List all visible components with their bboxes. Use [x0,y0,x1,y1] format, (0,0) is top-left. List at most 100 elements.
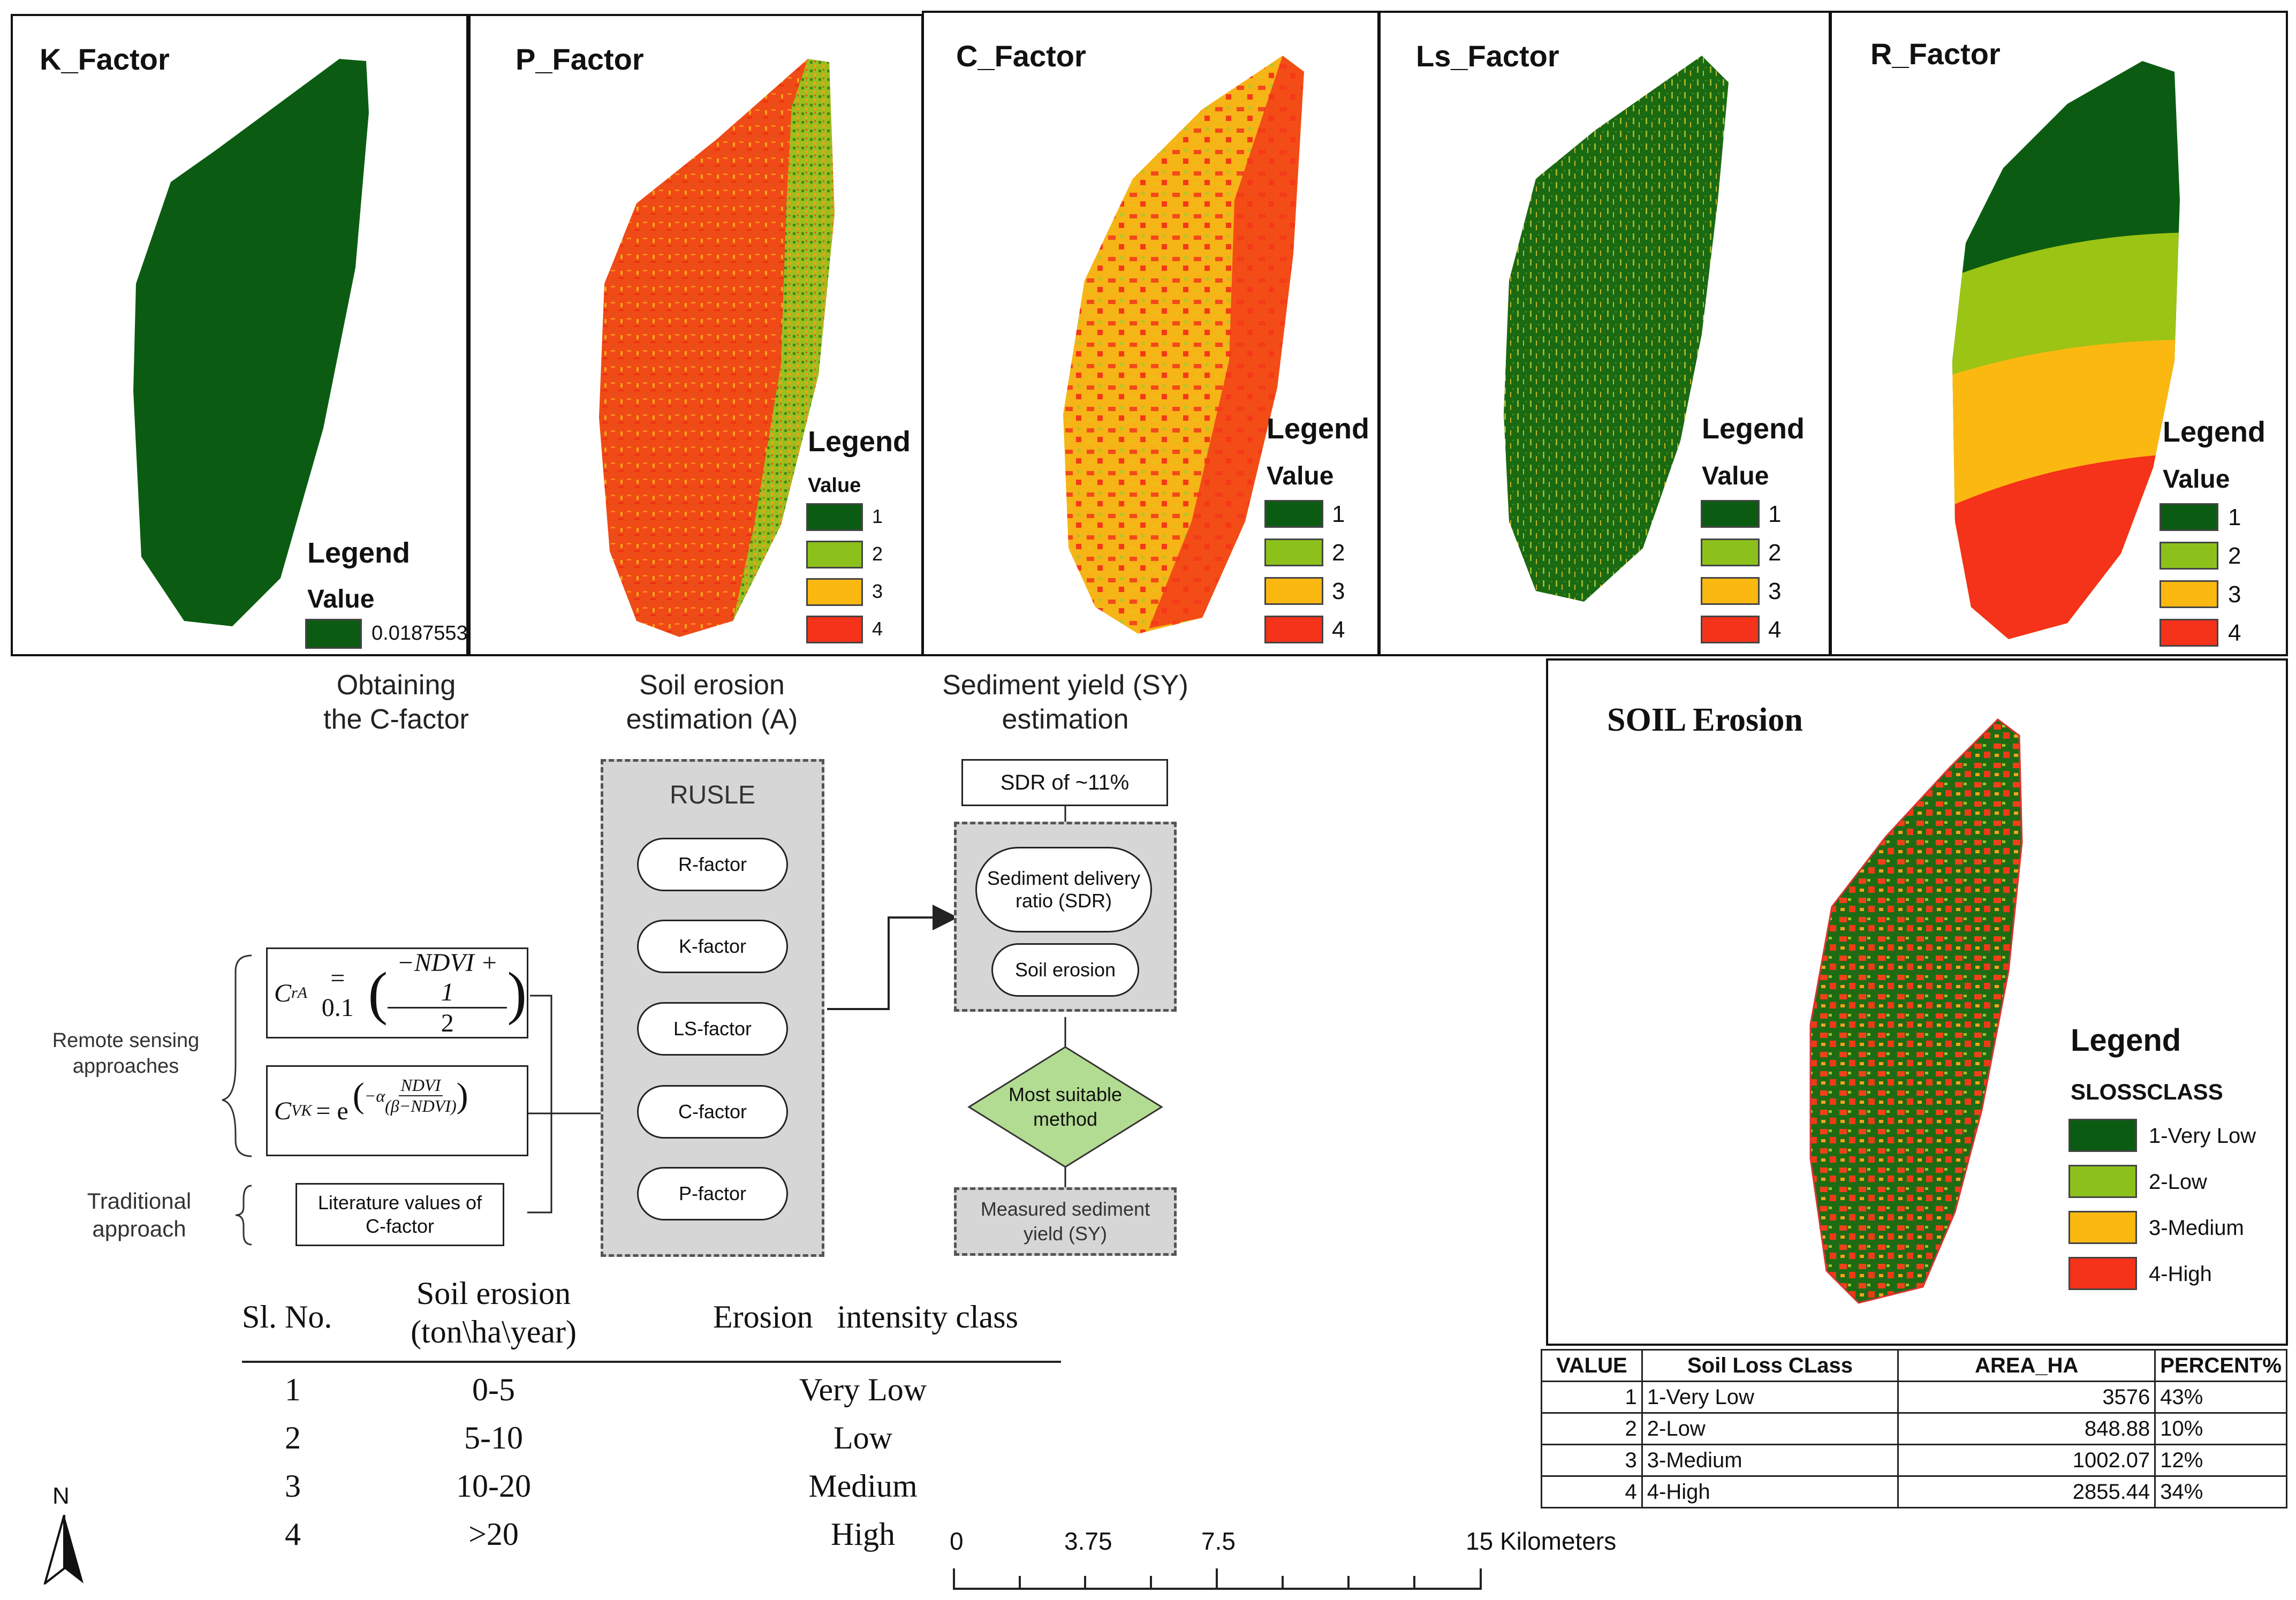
legend-subtitle: Value [808,474,861,497]
legend-label: 3 [1332,578,1345,604]
cell-class: 2-Low [1641,1412,1899,1445]
legend-swatch [2159,503,2218,531]
k-factor-pill: K-factor [637,920,788,973]
soil-erosion-panel: SOIL Erosion Legend SLOSSCLASS 1-Very Lo… [1546,658,2288,1346]
legend-label: 1 [1332,501,1345,527]
p-factor-map [599,59,835,637]
traditional-label: Traditional approach [59,1187,219,1243]
legend-label: 4 [1332,617,1345,643]
r-factor-panel: R_Factor Legend Value 1 2 3 4 [1830,11,2288,656]
header-value: VALUE [1541,1349,1643,1382]
legend-swatch [2159,619,2218,647]
traditional-brace [235,1185,252,1246]
sdr-pill-line: ratio (SDR) [1015,890,1112,912]
literature-box: Literature values of C-factor [295,1183,504,1246]
legend-label: 1 [2228,504,2241,530]
legend-swatch [806,503,863,531]
cell-value: 2 [1541,1412,1643,1445]
header-area: AREA_HA [1897,1349,2156,1382]
diamond-label: Most suitable method [985,1082,1146,1132]
scale-label-1: 3.75 [1064,1527,1112,1555]
table-header-row: VALUE Soil Loss CLass AREA_HA PERCENT% [1541,1349,2287,1382]
legend-swatch [1264,539,1323,566]
col1-title-line: Obtaining [336,670,456,701]
cell-area: 848.88 [1897,1412,2156,1445]
remote-label-line: Remote sensing [52,1029,200,1052]
k-factor-map [133,59,369,626]
row-class: High [831,1516,895,1552]
legend-swatch [806,541,863,568]
legend-label: 3-Medium [2149,1216,2244,1240]
legend-subtitle: Value [1267,462,1334,490]
legend-title: Legend [1702,413,1805,445]
legend-swatch [2068,1211,2137,1244]
header-percent: PERCENT% [2154,1349,2287,1382]
panel-title: C_Factor [956,39,1086,73]
legend-swatch [1701,577,1760,605]
cell-percent: 43% [2154,1381,2287,1414]
cell-percent: 10% [2154,1412,2287,1445]
row-range: >20 [468,1516,519,1552]
legend-subtitle: Value [307,585,375,613]
formula-den: (β−NDVI) [385,1096,457,1116]
remote-sensing-label: Remote sensing approaches [43,1028,209,1079]
legend-label: 2-Low [2149,1170,2207,1194]
legend-label: 4-High [2149,1262,2212,1286]
p-factor-panel: P_Factor Legend Value 1 2 3 4 [468,14,923,656]
soil-panel-title: SOIL Erosion [1607,702,1803,738]
p-factor-green-band [733,59,835,621]
soil-legend-subtitle: SLOSSCLASS [2071,1079,2223,1104]
formula-sub: rA [291,984,308,1002]
legend-label: 4 [872,618,883,640]
header-erosion-line: (ton\ha\year) [411,1314,577,1349]
col1-title-line: the C-factor [323,704,469,735]
row-sl: 2 [285,1420,301,1455]
legend-label: 3 [2228,581,2241,608]
row-class: Very Low [799,1372,927,1407]
col2-title-line: Soil erosion [639,670,785,701]
cell-percent: 34% [2154,1475,2287,1508]
diamond-label-line: Most suitable [1008,1083,1123,1105]
legend-swatch [305,619,362,649]
panel-title: Ls_Factor [1416,39,1559,73]
formula-sub: VK [291,1102,312,1119]
formula-eq: = e [316,1096,348,1125]
legend-subtitle: Value [2163,465,2230,494]
legend-label: 4 [1768,617,1782,643]
legend-swatch [1701,500,1760,528]
table-row: 4 4-High 2855.44 34% [1541,1475,2287,1508]
cell-value: 1 [1541,1381,1643,1414]
rusle-to-sdr-arrow [827,905,958,1010]
legend-swatch [2068,1119,2137,1152]
scale-label-3: 15 Kilometers [1466,1527,1617,1555]
formula-num: −NDVI + 1 [388,948,507,1008]
legend-swatch [2068,1165,2137,1198]
panel-title: P_Factor [516,42,644,76]
header-class: Soil Loss CLass [1641,1349,1899,1382]
col2-title-line: estimation (A) [626,704,798,735]
cell-percent: 12% [2154,1444,2287,1477]
row-range: 0-5 [472,1372,515,1407]
legend-label: 1-Very Low [2149,1124,2256,1148]
header-erosion: Soil erosion (ton\ha\year) [403,1274,585,1351]
legend-label: 3 [872,580,883,602]
table-row: 1 1-Very Low 3576 43% [1541,1381,2287,1414]
legend-label: 0.0187553 [372,622,468,644]
table-row: 2 2-Low 848.88 10% [1541,1412,2287,1445]
legend-swatch [806,616,863,643]
legend-swatch [1264,616,1323,643]
c-factor-pill: C-factor [637,1085,788,1139]
sdr-pill: Sediment delivery ratio (SDR) [975,847,1152,932]
soil-loss-table: VALUE Soil Loss CLass AREA_HA PERCENT% 1… [1541,1349,2287,1508]
north-arrow-icon [43,1515,84,1584]
sdr-box: SDR of ~11% [961,759,1168,806]
formula-num: NDVI [398,1075,443,1096]
ls-factor-shape [1504,56,1729,602]
r-factor-pill: R-factor [637,838,788,891]
soil-erosion-pill: Soil erosion [991,943,1139,997]
cell-class: 4-High [1641,1475,1899,1508]
row-sl: 3 [285,1468,301,1504]
traditional-label-line: Traditional [87,1188,192,1214]
header-sl: Sl. No. [242,1299,332,1334]
